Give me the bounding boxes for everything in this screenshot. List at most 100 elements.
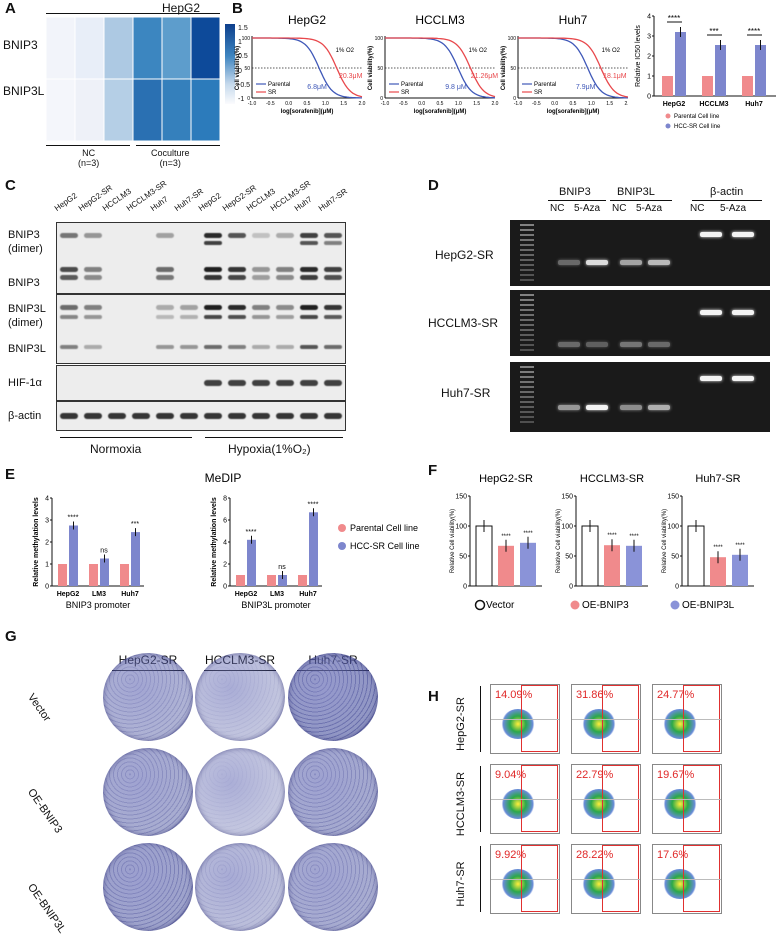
- x-tick: 2.0: [625, 101, 628, 107]
- band: [252, 305, 270, 310]
- y-tick: 2: [223, 562, 227, 569]
- panel-label-c: C: [5, 177, 16, 194]
- dna-band: [620, 405, 642, 410]
- legend-dot-sr: [665, 123, 671, 129]
- band: [60, 267, 78, 272]
- y-tick: 3: [45, 518, 49, 525]
- heatmap-cell-line: HepG2: [162, 1, 201, 15]
- band: [228, 345, 246, 349]
- heatmap-cell: [104, 79, 133, 141]
- y-axis-label: Relative Cell viability(%): [662, 509, 668, 573]
- bar-parental: [662, 76, 673, 96]
- band: [324, 345, 342, 349]
- flow-percentage: 31.86%: [576, 689, 614, 701]
- y-tick: 0: [463, 584, 467, 591]
- legend-dot-sr: [338, 542, 346, 550]
- band: [84, 267, 102, 272]
- band: [276, 345, 294, 349]
- legend-parental: Parental: [268, 82, 290, 88]
- y-tick: 50: [510, 66, 516, 72]
- band: [276, 267, 294, 272]
- band: [324, 413, 342, 419]
- bar-sr: [69, 525, 78, 586]
- colony-dish: [288, 843, 378, 931]
- band: [204, 305, 222, 310]
- band: [228, 413, 246, 419]
- heatmap-cell: [46, 17, 75, 79]
- bar-parental: [267, 575, 276, 586]
- blot-label-bnip3: BNIP3: [8, 277, 40, 289]
- band: [252, 380, 270, 386]
- band: [228, 275, 246, 280]
- category-label: Huh7: [299, 591, 317, 598]
- bar-sr: [278, 575, 287, 586]
- band: [84, 305, 102, 310]
- flow-population: [501, 789, 535, 819]
- band: [228, 233, 246, 238]
- heatmap-top-line: [46, 13, 220, 14]
- panel-label-e: E: [5, 466, 16, 483]
- sig-label: ****: [308, 501, 319, 508]
- band: [180, 345, 198, 349]
- band: [204, 233, 222, 238]
- heatmap-cell: [104, 17, 133, 79]
- band: [204, 315, 222, 319]
- legend-dot-vector: [474, 599, 486, 611]
- dna-band: [558, 405, 580, 410]
- band: [300, 413, 318, 419]
- heatmap-cell: [75, 17, 104, 79]
- dna-band: [700, 232, 722, 237]
- panel-label-h: H: [428, 688, 439, 705]
- ladder-band: [520, 299, 534, 301]
- blot-label-bnip3l-dimer: BNIP3L (dimer): [8, 303, 46, 329]
- parental-ic50: 6.8μM: [307, 84, 327, 91]
- lane-label: NC: [612, 203, 627, 214]
- y-tick: 50: [671, 554, 679, 561]
- flow-population: [663, 869, 697, 899]
- x-tick: 0.5: [304, 101, 311, 107]
- viability-bar: [581, 525, 599, 587]
- sig-stars: ****: [735, 543, 745, 549]
- band: [300, 345, 318, 349]
- sig-stars: ****: [713, 545, 723, 551]
- band: [204, 413, 222, 419]
- heatmap-cell: [133, 17, 162, 79]
- colony-dish: [103, 748, 193, 836]
- o2-label: 1% O2: [469, 48, 488, 54]
- colony-dish: [103, 843, 193, 931]
- y-tick: 6: [223, 518, 227, 525]
- y-tick: 0: [569, 584, 573, 591]
- flow-gate: [521, 685, 558, 752]
- y-tick: 1: [45, 562, 49, 569]
- dna-band: [586, 342, 608, 347]
- y-tick: 100: [242, 36, 251, 42]
- flow-population: [663, 789, 697, 819]
- band: [324, 315, 342, 319]
- dna-band: [648, 342, 670, 347]
- band: [300, 305, 318, 310]
- ladder-band: [520, 396, 534, 398]
- x-tick: -1.0: [248, 101, 257, 107]
- gene-line: [692, 200, 762, 201]
- pcr-gel-hepg2: [510, 220, 770, 286]
- dna-band: [648, 405, 670, 410]
- viability-bar: [626, 545, 642, 586]
- sig-label: ***: [131, 521, 139, 528]
- colorbar-ticks: 1.5 1 0.5 0 -0.5 -1: [238, 22, 250, 107]
- band: [300, 233, 318, 238]
- band: [252, 315, 270, 319]
- colony-dish: [288, 653, 378, 741]
- bar-sr: [675, 32, 686, 96]
- band: [252, 275, 270, 280]
- sig-stars: ****: [748, 27, 760, 36]
- band: [252, 413, 270, 419]
- band: [204, 275, 222, 280]
- bar-parental: [236, 575, 245, 586]
- group-nc: NC (n=3): [78, 148, 100, 168]
- ladder-band: [520, 386, 534, 388]
- ladder-band: [520, 371, 534, 373]
- legend-parental: Parental: [534, 82, 556, 88]
- dna-band: [586, 260, 608, 265]
- sig-stars: ****: [607, 533, 617, 539]
- pcr-row-label: HepG2-SR: [435, 248, 494, 262]
